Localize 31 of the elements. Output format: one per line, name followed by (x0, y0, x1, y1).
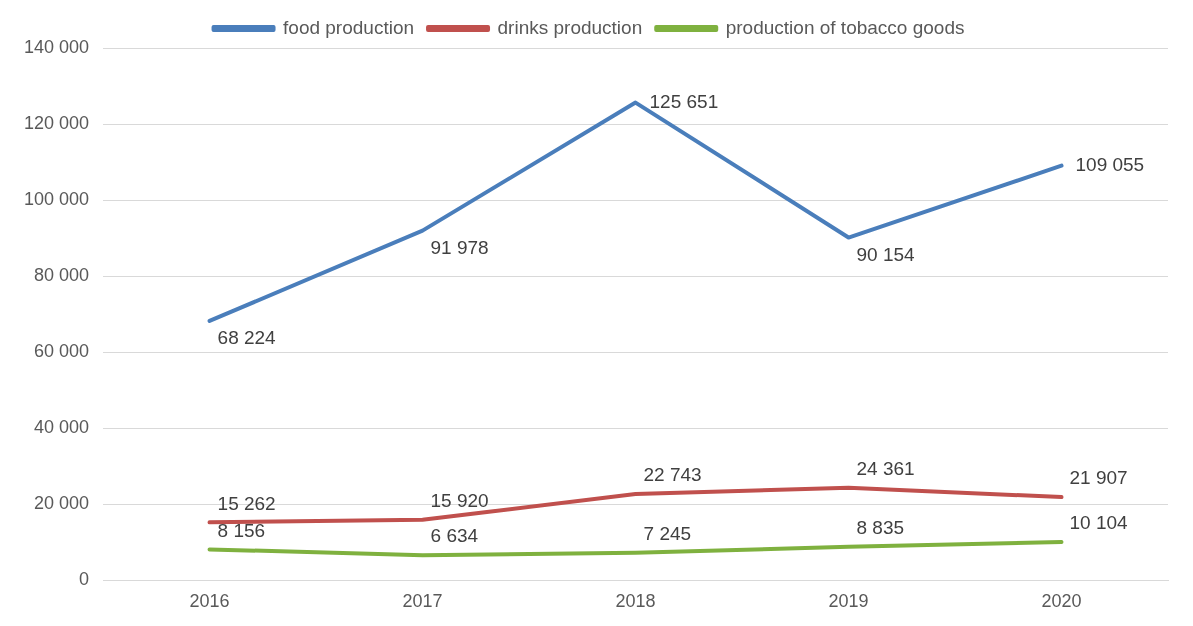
data-label: 125 651 (649, 90, 719, 112)
x-tick-label: 2020 (1041, 591, 1082, 612)
data-label: 15 920 (430, 490, 489, 512)
y-tick-label: 60 000 (34, 341, 90, 362)
legend-label: food production (283, 16, 415, 38)
y-tick-label: 140 000 (23, 36, 90, 57)
x-tick-label: 2017 (402, 591, 443, 612)
y-tick-label: 20 000 (34, 493, 90, 514)
data-label: 15 262 (217, 492, 276, 514)
data-label: 10 104 (1069, 512, 1129, 534)
y-tick-label: 100 000 (23, 189, 90, 210)
x-tick-label: 2016 (189, 591, 230, 612)
y-tick-label: 0 (79, 569, 90, 590)
data-label: 109 055 (1075, 153, 1145, 175)
data-label: 24 361 (856, 457, 915, 479)
x-tick-label: 2018 (615, 591, 656, 612)
y-tick-label: 80 000 (34, 265, 90, 286)
data-label: 90 154 (856, 243, 916, 265)
data-label: 22 743 (643, 464, 702, 486)
data-label: 7 245 (643, 523, 692, 545)
data-label: 91 978 (430, 236, 489, 258)
legend-label: drinks production (497, 16, 643, 38)
y-tick-label: 120 000 (23, 113, 90, 134)
y-tick-label: 40 000 (34, 417, 90, 438)
data-label: 8 156 (217, 519, 266, 541)
x-tick-label: 2019 (828, 591, 869, 612)
data-label: 8 835 (856, 517, 905, 539)
data-label: 6 634 (430, 525, 479, 547)
data-label: 68 224 (217, 327, 277, 349)
data-label: 21 907 (1069, 467, 1128, 489)
legend-label: production of tobacco goods (725, 16, 965, 38)
